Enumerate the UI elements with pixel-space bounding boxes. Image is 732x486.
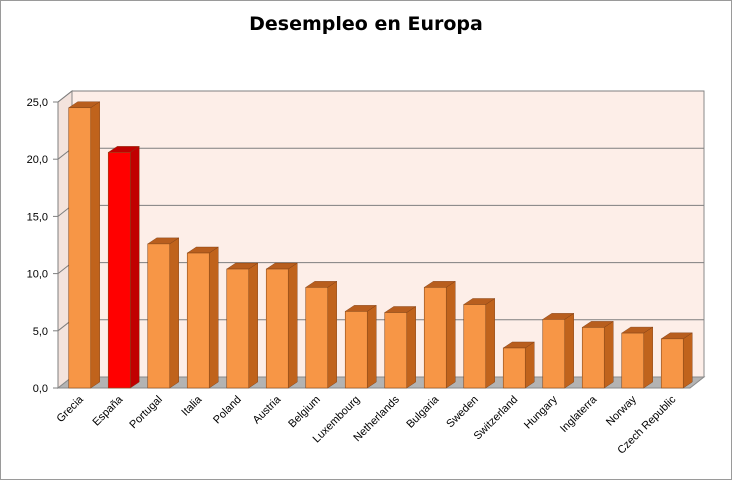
x-tick-label: Sweden <box>444 394 481 431</box>
bar-side <box>288 262 298 389</box>
bar <box>186 252 210 389</box>
bar-side <box>327 280 337 389</box>
bar-side <box>209 246 219 389</box>
bar <box>660 338 684 389</box>
x-tick-label: Poland <box>211 394 244 427</box>
y-tick-label: 0,0 <box>33 383 48 395</box>
bar <box>502 347 526 389</box>
bar-side <box>169 237 179 389</box>
bar-side <box>604 320 614 389</box>
bar-side <box>130 145 140 389</box>
bar <box>384 312 408 389</box>
bar-side <box>446 280 456 389</box>
bar-side <box>248 262 258 389</box>
bar-side <box>643 326 653 389</box>
y-tick-label: 15,0 <box>27 211 48 223</box>
chart-title: Desempleo en Europa <box>249 13 483 35</box>
y-tick-label: 25,0 <box>27 97 48 109</box>
y-tick-label: 5,0 <box>33 326 48 338</box>
x-tick-label: Hungary <box>522 393 560 431</box>
x-tick-label: Belgium <box>286 394 323 431</box>
x-tick-label: Inglaterra <box>558 393 600 435</box>
bar-side <box>525 341 535 389</box>
y-tick-label: 10,0 <box>27 269 48 281</box>
bar <box>68 107 92 389</box>
gridline <box>57 90 704 103</box>
bar-side <box>367 304 377 389</box>
bar <box>107 152 131 389</box>
bar <box>621 332 645 389</box>
bar <box>265 268 289 389</box>
y-tick-label: 20,0 <box>27 154 48 166</box>
bar <box>344 311 368 389</box>
bar-side <box>90 101 100 389</box>
bar-side <box>406 306 416 389</box>
bar <box>147 243 171 389</box>
x-tick-label: Italia <box>179 393 205 419</box>
bar-side <box>485 298 495 389</box>
bar <box>423 287 447 389</box>
x-tick-label: Norway <box>604 393 639 428</box>
bar <box>463 304 487 389</box>
x-tick-label: Grecia <box>54 393 86 425</box>
x-tick-label: Austria <box>251 393 284 426</box>
x-tick-label: Bulgaria <box>404 393 442 431</box>
bar-side <box>683 332 693 389</box>
x-tick-label: España <box>91 393 126 428</box>
bar <box>226 268 250 389</box>
bar <box>542 319 566 389</box>
bar-side <box>564 312 574 389</box>
bar <box>581 327 605 389</box>
x-tick-label: Portugal <box>127 394 164 431</box>
bar <box>305 287 329 389</box>
